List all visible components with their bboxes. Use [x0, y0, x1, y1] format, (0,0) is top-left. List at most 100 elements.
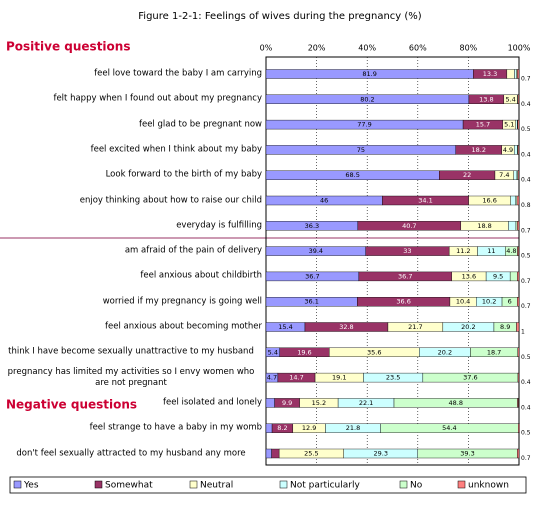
value-label: 18.2	[472, 146, 486, 154]
value-label: 0.7	[521, 227, 531, 234]
legend-swatch	[13, 480, 22, 489]
category-label: think I have become sexually unattractiv…	[8, 346, 254, 357]
value-label: 20.2	[461, 323, 475, 331]
category-label: am afraid of the pain of delivery	[124, 245, 262, 256]
legend-label: unknown	[468, 481, 509, 491]
value-label: 54.4	[442, 424, 456, 432]
value-label: 0.7	[521, 76, 531, 83]
value-label: 0.5	[521, 126, 531, 133]
value-label: 68.5	[345, 171, 359, 179]
category-label: pregnancy has limited my activities so I…	[7, 366, 255, 388]
bar-segment	[518, 423, 520, 433]
category-label: felt happy when I found out about my pre…	[53, 93, 262, 104]
category-label: feel excited when I think about my baby	[90, 144, 262, 155]
legend-swatch	[457, 480, 466, 489]
value-label: 39.3	[460, 450, 474, 458]
category-label: enjoy thinking about how to raise our ch…	[79, 195, 262, 205]
value-label: 0.4	[521, 151, 531, 158]
value-label: 18.7	[487, 348, 501, 356]
value-label: 15.7	[476, 121, 490, 129]
bar-segment	[517, 448, 520, 459]
value-label: 7.4	[499, 171, 509, 179]
section-label: Positive questions	[6, 40, 130, 54]
bar-segment	[517, 271, 520, 282]
value-label: 19.6	[297, 348, 311, 356]
bar-segment	[517, 145, 520, 155]
bar-segment	[508, 221, 517, 231]
value-label: 18.8	[477, 222, 491, 230]
value-label: 39.4	[309, 247, 323, 255]
value-label: 22.1	[359, 399, 373, 407]
value-label: 0.5	[521, 430, 531, 437]
value-label: 36.7	[398, 272, 412, 280]
value-label: 13.8	[479, 95, 493, 103]
value-label: 11.2	[456, 247, 470, 255]
bar-segment	[513, 145, 518, 155]
value-label: 6	[508, 298, 512, 306]
value-label: 81.9	[362, 70, 376, 78]
value-label: 8.9	[500, 323, 510, 331]
value-label: 48.8	[449, 399, 463, 407]
value-label: 5.4	[268, 348, 278, 356]
value-label: 0.4	[521, 177, 531, 184]
value-label: 77.9	[357, 121, 371, 129]
value-label: 36.1	[304, 298, 318, 306]
bar-segment	[517, 221, 520, 231]
value-label: 0.8	[521, 202, 531, 209]
x-tick-label: 20%	[308, 44, 326, 53]
value-label: 4.7	[267, 374, 277, 382]
value-label: 1	[521, 329, 525, 336]
bar-segment	[516, 322, 520, 332]
bar-segment	[514, 69, 517, 79]
legend-label: Somewhat	[105, 481, 153, 491]
legend-swatch	[399, 480, 408, 489]
bar-segment	[517, 170, 520, 180]
x-tick-label: 80%	[460, 44, 478, 53]
value-label: 13.3	[483, 70, 497, 78]
category-label: feel anxious about becoming mother	[105, 321, 262, 332]
value-label: 23.5	[386, 374, 400, 382]
value-label: 22	[463, 171, 471, 179]
value-label: 36.3	[305, 222, 319, 230]
bar-segment	[517, 398, 519, 408]
chart-title: Figure 1-2-1: Feelings of wives during t…	[138, 11, 422, 22]
bar-segment	[517, 347, 520, 357]
value-label: 4.9	[503, 146, 513, 154]
value-label: 0.4	[521, 379, 531, 386]
bar-segment	[517, 297, 520, 307]
value-label: 46	[320, 197, 328, 205]
value-label: 19.1	[332, 374, 346, 382]
value-label: 0.7	[521, 278, 531, 285]
value-label: 36.6	[396, 298, 410, 306]
legend-label: Yes	[23, 481, 39, 491]
value-label: 5.4	[505, 95, 515, 103]
value-label: 25.5	[304, 450, 318, 458]
value-label: 15.4	[278, 323, 292, 331]
value-label: 8.2	[277, 424, 287, 432]
value-label: 4.8	[506, 247, 516, 255]
value-label: 0.5	[521, 354, 531, 361]
category-label: worried if my pregnancy is going well	[102, 296, 262, 307]
bar-segment	[517, 119, 520, 130]
bar-segment	[513, 170, 518, 180]
bar-segment	[516, 195, 520, 206]
category-label: feel glad to be pregnant now	[138, 119, 262, 130]
value-label: 10.2	[482, 298, 496, 306]
bar-segment	[517, 69, 520, 79]
legend-swatch	[279, 480, 288, 489]
category-label: don't feel sexually attracted to my husb…	[16, 448, 246, 458]
legend-swatch	[94, 480, 103, 489]
value-label: 0.7	[521, 455, 531, 462]
value-label: 34.1	[418, 197, 432, 205]
bar-segment	[271, 448, 280, 459]
value-label: 37.6	[463, 374, 477, 382]
value-label: 10.4	[456, 298, 470, 306]
legend-frame	[9, 476, 527, 494]
value-label: 0.5	[521, 253, 531, 260]
value-label: 35.6	[367, 348, 381, 356]
value-label: 5.1	[504, 121, 514, 129]
bar-segment	[517, 94, 520, 105]
bar-segment	[509, 271, 518, 282]
legend-label: No	[410, 481, 423, 491]
